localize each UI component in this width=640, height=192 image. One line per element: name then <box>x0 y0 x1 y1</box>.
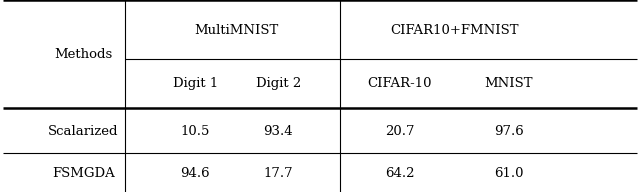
Text: 17.7: 17.7 <box>264 167 293 180</box>
Text: MultiMNIST: MultiMNIST <box>195 24 279 37</box>
Text: 10.5: 10.5 <box>180 125 210 138</box>
Text: 94.6: 94.6 <box>180 167 210 180</box>
Text: 97.6: 97.6 <box>494 125 524 138</box>
Text: 20.7: 20.7 <box>385 125 415 138</box>
Text: CIFAR10+FMNIST: CIFAR10+FMNIST <box>390 24 518 37</box>
Text: FSMGDA: FSMGDA <box>52 167 115 180</box>
Text: 64.2: 64.2 <box>385 167 415 180</box>
Text: Scalarized: Scalarized <box>48 125 118 138</box>
Text: 93.4: 93.4 <box>264 125 293 138</box>
Text: Digit 1: Digit 1 <box>173 77 218 90</box>
Text: 61.0: 61.0 <box>494 167 524 180</box>
Text: Digit 2: Digit 2 <box>256 77 301 90</box>
Text: CIFAR-10: CIFAR-10 <box>368 77 432 90</box>
Text: MNIST: MNIST <box>484 77 533 90</box>
Text: Methods: Methods <box>54 48 113 61</box>
